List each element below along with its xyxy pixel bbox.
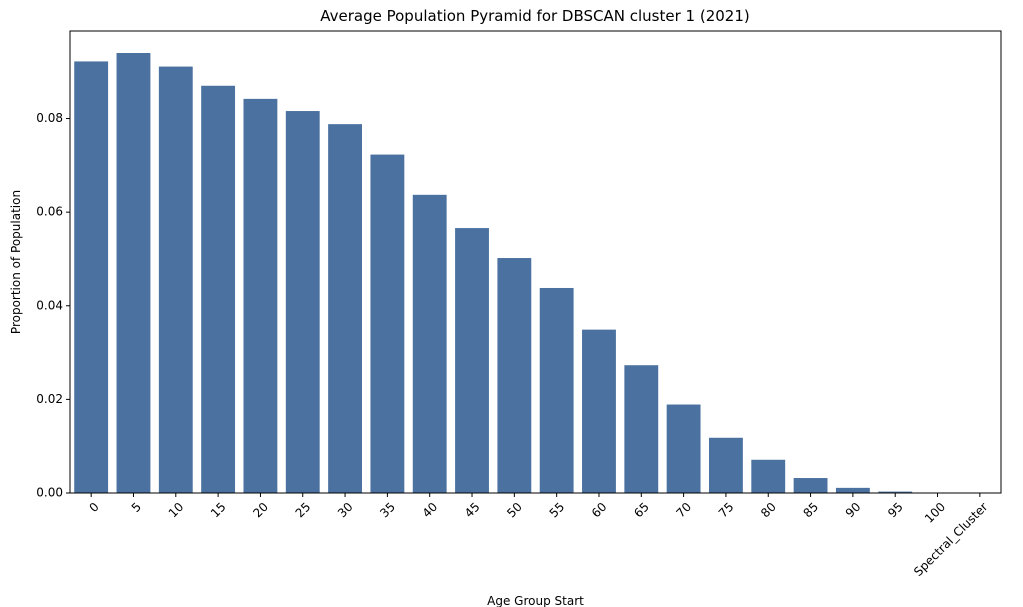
y-axis-ticks: 0.00 0.02 0.04 0.06 0.08	[36, 111, 70, 500]
x-tick-label: 90	[843, 500, 864, 521]
x-tick-label: 80	[758, 500, 779, 521]
x-tick-label: 45	[462, 500, 483, 521]
x-tick-label: 0	[86, 500, 101, 515]
x-tick-label: 70	[674, 500, 695, 521]
x-tick-label: 40	[420, 500, 441, 521]
y-tick-label: 0.08	[36, 111, 63, 125]
bar-50	[497, 258, 532, 493]
x-tick-label: 65	[631, 500, 652, 521]
x-tick-label: 50	[504, 500, 525, 521]
bars-group	[74, 53, 955, 494]
x-tick-label: 20	[250, 500, 271, 521]
bar-0	[74, 61, 109, 493]
bar-85	[793, 478, 828, 493]
bar-40	[412, 194, 447, 494]
x-axis-ticks: 0 5 10 15 20 25 30 35 40 45 50 55 60 65 70 75 80 85 90 95 10…	[86, 493, 990, 579]
bar-45	[455, 228, 489, 493]
x-tick-label: 95	[885, 500, 906, 521]
plot-frame	[69, 30, 1002, 494]
x-tick-label: 100	[922, 500, 948, 526]
x-tick-label: 85	[800, 500, 821, 521]
x-tick-label: 5	[129, 500, 144, 515]
chart-title: Average Population Pyramid for DBSCAN cl…	[320, 7, 749, 25]
x-tick-label: 10	[166, 500, 187, 521]
x-tick-label: 15	[208, 500, 229, 521]
y-tick-label: 0.02	[36, 392, 63, 406]
x-tick-label: 55	[547, 500, 568, 521]
x-tick-label: 35	[377, 500, 398, 521]
bar-70	[666, 404, 701, 493]
bar-60	[582, 329, 616, 493]
y-tick-label: 0.06	[36, 205, 63, 219]
x-axis-label: Age Group Start	[487, 594, 584, 607]
bar-90	[835, 487, 870, 493]
x-tick-label: 60	[589, 500, 610, 521]
bar-20	[243, 98, 278, 493]
bar-55	[539, 287, 574, 493]
x-tick-label: 30	[335, 500, 356, 521]
bar-65	[624, 365, 659, 493]
x-tick-label: Spectral_Cluster	[911, 500, 990, 579]
y-tick-label: 0.04	[36, 298, 63, 312]
x-tick-label: 25	[293, 500, 314, 521]
bar-25	[285, 111, 320, 494]
bar-5	[116, 53, 151, 493]
bar-35	[370, 154, 405, 493]
y-tick-label: 0.00	[36, 486, 63, 500]
bar-95	[878, 491, 913, 493]
y-axis-label: Proportion of Population	[9, 190, 23, 334]
bar-75	[709, 437, 743, 493]
bar-10	[158, 66, 193, 494]
bar-80	[751, 459, 786, 493]
x-tick-label: 75	[716, 500, 737, 521]
bar-15	[201, 85, 236, 493]
bar-30	[328, 124, 362, 494]
